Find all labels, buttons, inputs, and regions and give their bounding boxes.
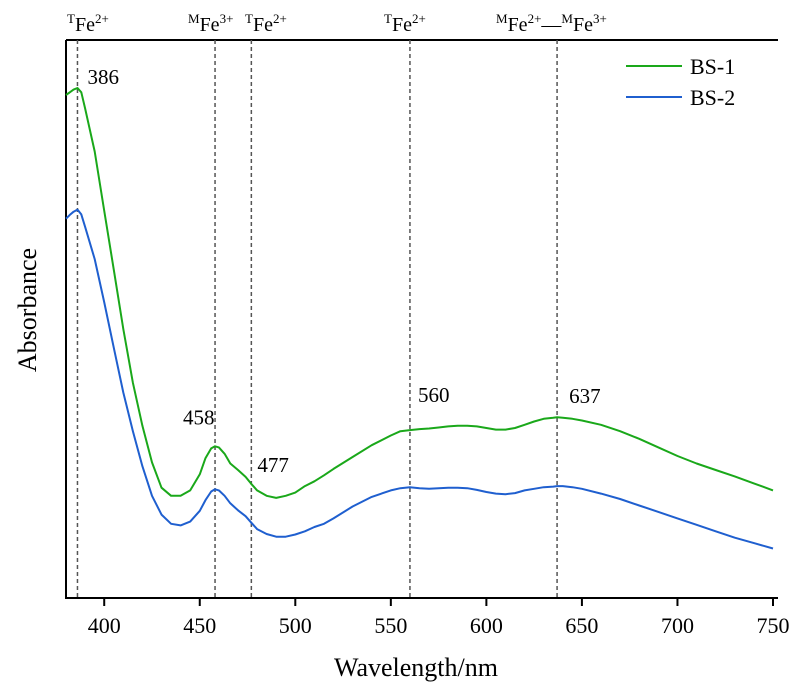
x-tick-label: 750	[757, 613, 790, 638]
series-line-bs-2	[65, 208, 774, 550]
x-tick-label: 650	[565, 613, 598, 638]
series-line-bs-1	[65, 87, 774, 499]
band-label: MFe3+	[188, 11, 233, 36]
x-tick-label: 450	[183, 613, 216, 638]
band-labels: TFe2+ MFe3+ TFe2+ TFe2+ MFe2+—MFe3+	[67, 11, 607, 36]
x-ticks: 400 450 500 550 600 650 700 750	[88, 598, 790, 638]
peak-label: 637	[569, 384, 601, 408]
peak-label: 477	[257, 453, 289, 477]
band-label: TFe2+	[384, 11, 426, 36]
peak-label: 458	[183, 405, 215, 429]
x-tick-label: 500	[279, 613, 312, 638]
legend: BS-1 BS-2	[626, 54, 735, 110]
x-tick-label: 400	[88, 613, 121, 638]
peak-label: 386	[87, 65, 119, 89]
band-reference-lines	[76, 40, 558, 598]
x-tick-label: 550	[374, 613, 407, 638]
legend-label-bs-2: BS-2	[690, 85, 735, 110]
y-axis-title: Absorbance	[13, 248, 42, 372]
peak-labels: 386 458 477 560 637	[87, 65, 600, 477]
x-tick-label: 600	[470, 613, 503, 638]
band-label: MFe2+—MFe3+	[496, 11, 607, 36]
x-axis-title: Wavelength/nm	[334, 653, 498, 682]
x-tick-label: 700	[661, 613, 694, 638]
series-lines	[65, 87, 774, 550]
peak-label: 560	[418, 383, 450, 407]
band-label: TFe2+	[245, 11, 287, 36]
legend-label-bs-1: BS-1	[690, 54, 735, 79]
band-label: TFe2+	[67, 11, 109, 36]
